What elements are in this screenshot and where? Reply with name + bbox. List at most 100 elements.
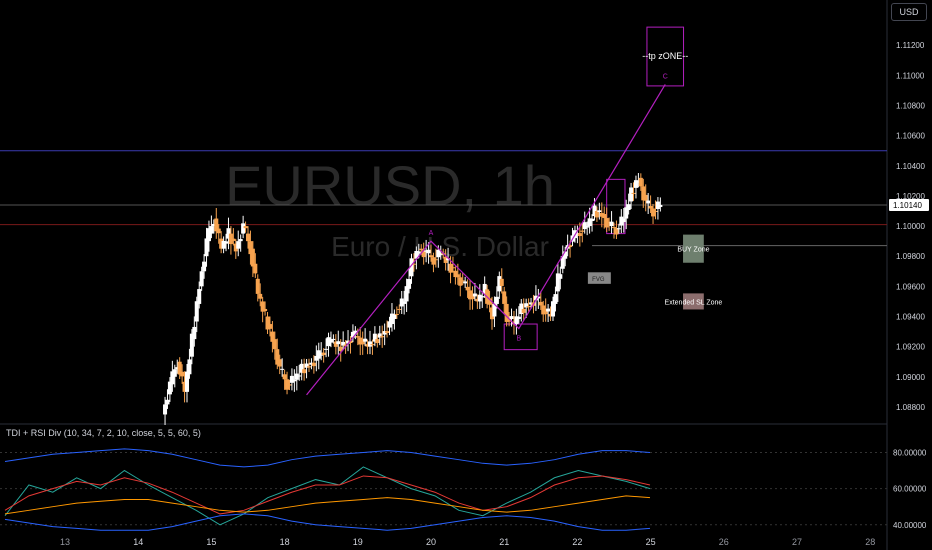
candle-body: [480, 296, 485, 298]
candle-body: [475, 298, 480, 302]
candle-body: [272, 339, 277, 350]
candle-body: [568, 245, 573, 248]
candle-body: [587, 218, 592, 227]
candle-body: [187, 359, 192, 375]
candle-body: [360, 339, 365, 345]
candle-body: [236, 241, 241, 249]
candle-body: [306, 366, 312, 368]
candle-body: [263, 308, 268, 312]
pattern-box: [503, 323, 538, 351]
upper-band-line: [4, 448, 651, 468]
candle-body: [204, 238, 209, 257]
candle-body: [651, 208, 656, 217]
candle-body: [377, 333, 382, 338]
candle-body: [416, 251, 421, 254]
lower-band-line: [4, 513, 651, 531]
candle-body: [468, 290, 473, 300]
price-tick-label: 1.09800: [896, 252, 925, 261]
candle-body: [184, 371, 190, 392]
candle-body: [231, 238, 236, 241]
candle-body: [421, 250, 426, 258]
candle-body: [221, 240, 226, 249]
candle-body: [636, 180, 641, 183]
candle-body: [199, 271, 204, 287]
candle-body: [292, 379, 297, 382]
candle-body: [370, 344, 375, 346]
candle-body: [411, 263, 416, 265]
candle-body: [202, 261, 207, 272]
candle-body: [197, 289, 202, 304]
candle-body: [316, 350, 321, 359]
candle-body: [592, 205, 597, 217]
fvg-box: [587, 272, 611, 284]
candle-body: [614, 228, 619, 235]
candle-body: [477, 294, 482, 302]
time-tick-label: 18: [280, 537, 290, 547]
candle-body: [165, 399, 170, 405]
candle-body: [280, 368, 285, 370]
fvg-label: FVG: [592, 277, 605, 283]
candle-body: [385, 331, 390, 333]
watermark-symbol: EURUSD, 1h: [225, 154, 555, 217]
candle-body: [641, 186, 646, 201]
candle-body: [599, 213, 604, 217]
price-tick-label: 1.10800: [896, 102, 925, 111]
candle-body: [302, 369, 307, 374]
candle-body: [375, 339, 380, 344]
candle-body: [402, 301, 407, 304]
candle-body: [326, 337, 331, 347]
candle-body: [463, 281, 468, 284]
time-tick-label: 26: [719, 537, 729, 547]
candle-body: [460, 280, 465, 282]
candle-body: [590, 218, 595, 222]
price-tick-label: 1.11000: [896, 71, 925, 80]
candle-body: [309, 362, 314, 365]
time-tick-label: 22: [572, 537, 582, 547]
candle-body: [365, 344, 370, 347]
candle-body: [472, 293, 477, 297]
candle-body: [287, 384, 292, 386]
candle-body: [436, 249, 441, 258]
candle-body: [392, 313, 397, 320]
candle-body: [394, 313, 399, 315]
currency-button[interactable]: USD: [891, 3, 927, 21]
candle-body: [414, 250, 419, 259]
price-tick-label: 1.10400: [896, 162, 925, 171]
candle-body: [543, 308, 548, 315]
candle-body: [194, 301, 199, 322]
candle-body: [580, 230, 585, 232]
candle-body: [206, 228, 211, 242]
candle-body: [626, 204, 631, 210]
candle-body: [424, 250, 429, 252]
candle-body: [175, 367, 180, 370]
price-tick-label: 1.10000: [896, 222, 925, 231]
candle-body: [533, 295, 538, 301]
pattern-point-a: A: [429, 230, 434, 237]
sl-zone-label: Extended SL Zone: [665, 299, 723, 306]
candle-body: [575, 233, 580, 236]
candle-body: [382, 331, 387, 335]
candle-body: [324, 348, 329, 350]
candle-body: [419, 248, 424, 251]
candle-body: [341, 341, 346, 346]
candle-body: [585, 226, 590, 228]
candle-body: [172, 369, 177, 377]
candle-body: [624, 207, 629, 219]
ind-tick-label: 60.00000: [893, 485, 927, 494]
price-tick-label: 1.09000: [896, 373, 925, 382]
candle-body: [189, 333, 194, 357]
candle-body: [397, 308, 402, 310]
candle-body: [241, 223, 246, 234]
candle-body: [502, 291, 507, 304]
candle-body: [336, 341, 341, 345]
candle-body: [577, 233, 582, 237]
tp-zone-label: --tp zONE--: [642, 51, 688, 61]
candle-body: [516, 316, 521, 320]
price-tick-label: 1.08800: [896, 403, 925, 412]
time-tick-label: 19: [353, 537, 363, 547]
candle-body: [243, 226, 248, 229]
candle-body: [489, 307, 495, 320]
candle-body: [209, 226, 214, 234]
candle-body: [226, 228, 231, 239]
price-tick-label: 1.10600: [896, 132, 925, 141]
